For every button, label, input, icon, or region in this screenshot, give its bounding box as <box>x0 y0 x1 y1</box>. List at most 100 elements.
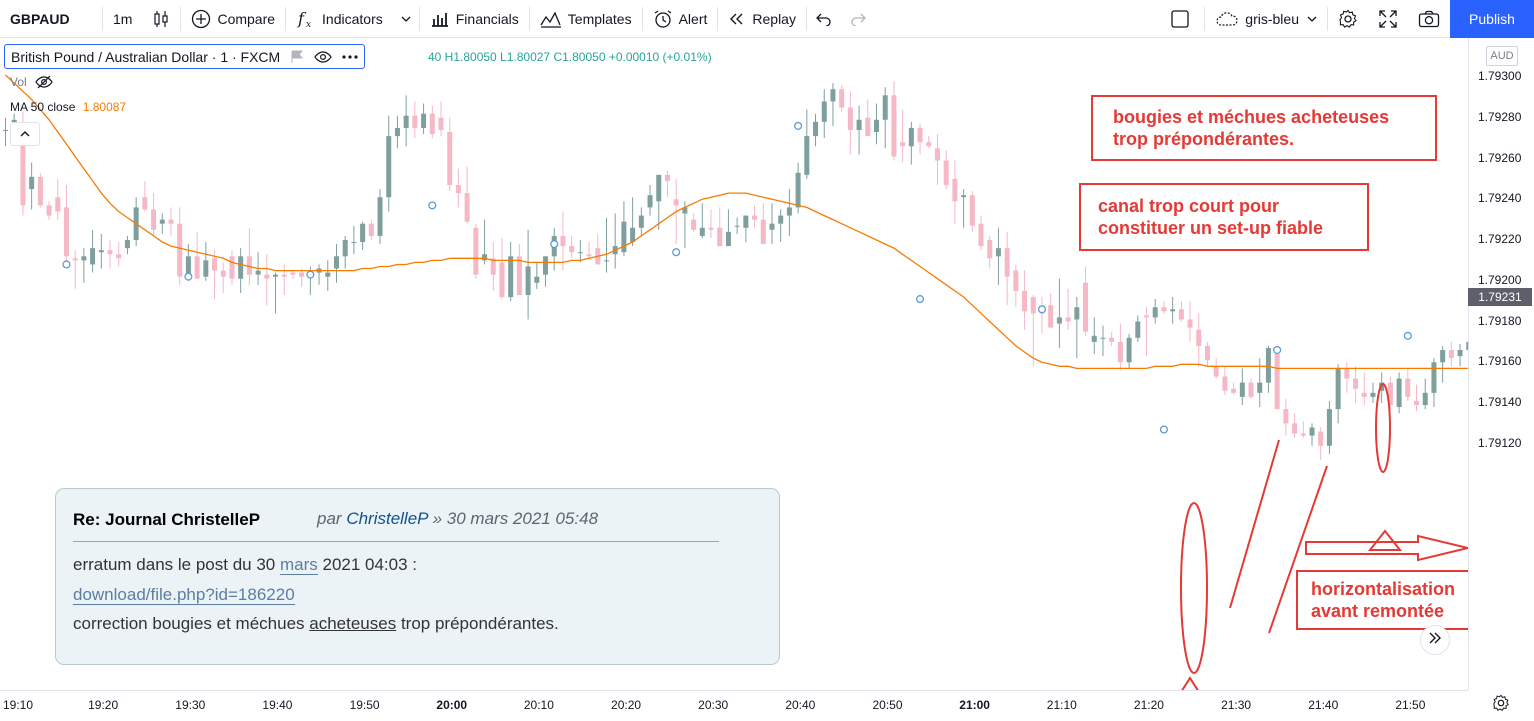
candle-body <box>1083 282 1089 332</box>
financials-button[interactable]: Financials <box>420 0 529 38</box>
candle-body <box>264 274 270 279</box>
axis-settings-button[interactable] <box>1492 694 1510 717</box>
candle-body <box>1309 427 1315 436</box>
undo-button[interactable] <box>807 0 841 38</box>
candle-body <box>647 195 653 208</box>
drawn-ellipse-high <box>1375 383 1391 473</box>
candle-body <box>1353 378 1359 389</box>
post-line-2: download/file.php?id=186220 <box>73 585 295 605</box>
layout-name-button[interactable]: gris-bleu <box>1205 0 1327 38</box>
price-axis[interactable] <box>1468 38 1534 690</box>
ma-legend[interactable]: MA 50 close 1.80087 <box>10 100 126 114</box>
candle-body <box>865 117 871 137</box>
post-link-mars[interactable]: mars <box>279 555 318 575</box>
candle-body <box>1292 423 1298 434</box>
candle-body <box>673 199 679 206</box>
replay-button[interactable]: Replay <box>718 0 806 38</box>
candle-body <box>403 115 409 128</box>
redo-button[interactable] <box>841 0 875 38</box>
collapse-legend-button[interactable] <box>10 122 40 146</box>
candle-body <box>534 276 540 283</box>
alert-button[interactable]: Alert <box>643 0 718 38</box>
currency-label[interactable]: AUD <box>1486 46 1518 66</box>
candle-body <box>1117 341 1123 363</box>
redo-icon <box>850 12 866 26</box>
select-layout-button[interactable] <box>1156 0 1204 38</box>
symbol-search-button[interactable]: GBPAUD <box>10 10 70 27</box>
candle-body <box>908 127 914 147</box>
indicators-dropdown[interactable] <box>393 0 419 38</box>
annotation-box-channel: canal trop court pour constituer un set-… <box>1079 183 1369 251</box>
candle-body <box>917 127 923 143</box>
time-axis[interactable] <box>0 690 1468 721</box>
candle-body <box>360 223 366 243</box>
candle-body <box>1440 350 1446 363</box>
candle-body <box>839 89 845 108</box>
candle-body <box>1100 337 1106 339</box>
candle-body <box>37 176 43 206</box>
bar-chart-icon <box>430 10 450 28</box>
replay-label: Replay <box>752 10 796 27</box>
chart-settings-button[interactable] <box>1328 0 1368 38</box>
candle-body <box>455 184 461 194</box>
snapshot-button[interactable] <box>1408 0 1450 38</box>
post-meta: par ChristelleP » 30 mars 2021 05:48 <box>317 509 598 529</box>
indicators-label: Indicators <box>322 10 383 27</box>
candle-body <box>1109 337 1115 342</box>
templates-button[interactable]: Templates <box>530 0 642 38</box>
candles-layer <box>3 81 1468 461</box>
publish-button[interactable]: Publish <box>1450 0 1534 38</box>
plus-circle-icon <box>191 9 211 29</box>
candle-body <box>1065 317 1071 322</box>
interval-button[interactable]: 1m <box>113 10 133 27</box>
flag-icon[interactable] <box>290 50 304 64</box>
toolbar-divider <box>805 6 807 31</box>
volume-legend[interactable]: Vol <box>10 75 53 89</box>
candle-body <box>255 270 261 275</box>
chevron-down-icon <box>1307 15 1317 23</box>
toolbar-divider <box>102 6 103 31</box>
signal-marker <box>184 272 193 281</box>
eye-off-icon[interactable] <box>34 75 53 89</box>
templates-icon <box>540 10 562 28</box>
signal-marker <box>1273 345 1282 355</box>
post-date: » 30 mars 2021 05:48 <box>432 509 599 528</box>
chart-type-button[interactable] <box>142 0 180 38</box>
post-link-download[interactable]: download/file.php?id=186220 <box>73 585 295 605</box>
candle-body <box>1335 368 1341 410</box>
price-tick-label: 1.79200 <box>1478 272 1522 287</box>
scroll-to-realtime-button[interactable] <box>1420 625 1450 655</box>
candle-body <box>804 136 810 175</box>
candle-body <box>107 250 113 255</box>
candle-body <box>725 231 731 247</box>
time-tick-label: 21:50 <box>1395 698 1426 712</box>
candle-body <box>1161 307 1167 312</box>
candle-body <box>525 266 531 296</box>
candle-body <box>429 113 435 135</box>
compare-button[interactable]: Compare <box>181 0 285 38</box>
candle-body <box>1144 315 1150 318</box>
templates-label: Templates <box>567 10 632 27</box>
toolbar-divider <box>180 6 182 31</box>
candle-body <box>682 207 688 214</box>
camera-icon <box>1418 10 1440 28</box>
post-author-link[interactable]: ChristelleP <box>346 509 428 528</box>
eye-icon[interactable] <box>314 50 332 63</box>
fullscreen-button[interactable] <box>1368 0 1408 38</box>
symbol-title: British Pound / Australian Dollar · 1 · … <box>11 48 281 65</box>
annotation-text: avant remontée <box>1311 601 1445 621</box>
candle-body <box>394 127 400 137</box>
symbol-legend[interactable]: British Pound / Australian Dollar · 1 · … <box>4 44 366 69</box>
candle-body <box>342 240 348 257</box>
candlestick-chart[interactable] <box>0 38 1468 690</box>
signal-marker <box>428 201 437 210</box>
financials-label: Financials <box>455 10 519 27</box>
candle-body <box>159 219 165 224</box>
candle-body <box>1283 409 1289 424</box>
more-icon[interactable] <box>342 54 358 60</box>
post-text-underlined: acheteuses <box>309 614 397 633</box>
candle-body <box>752 215 758 220</box>
signal-marker <box>1037 305 1047 314</box>
